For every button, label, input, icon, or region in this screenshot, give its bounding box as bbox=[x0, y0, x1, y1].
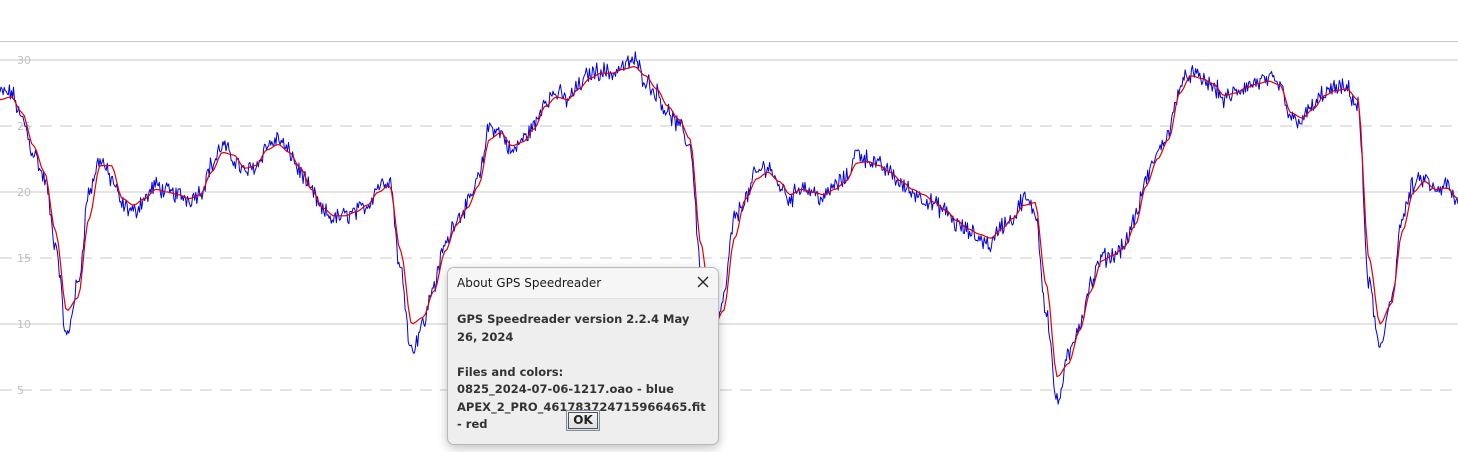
files-header: Files and colors: bbox=[457, 364, 564, 379]
file-entry-red: APEX_2_PRO_461783724715966465.fit - red bbox=[457, 399, 706, 432]
spacer bbox=[457, 346, 709, 364]
y-tick-label: 15 bbox=[17, 252, 31, 265]
about-dialog: About GPS Speedreader GPS Speedreader ve… bbox=[447, 267, 719, 445]
y-tick-label: 5 bbox=[17, 384, 24, 397]
ok-row: OK bbox=[448, 409, 718, 431]
dialog-titlebar[interactable]: About GPS Speedreader bbox=[448, 268, 718, 299]
y-tick-label: 30 bbox=[17, 54, 31, 67]
dialog-body: GPS Speedreader version 2.2.4 May 26, 20… bbox=[448, 299, 718, 434]
grid-layer bbox=[0, 41, 1458, 391]
y-tick-label: 10 bbox=[17, 318, 31, 331]
series-line-blue bbox=[0, 51, 1458, 405]
version-line: GPS Speedreader version 2.2.4 May 26, 20… bbox=[457, 312, 690, 344]
close-icon[interactable] bbox=[692, 271, 714, 293]
series-line-red bbox=[0, 66, 1458, 378]
file-entry-blue: 0825_2024-07-06-1217.oao - blue bbox=[457, 382, 674, 396]
dialog-title: About GPS Speedreader bbox=[457, 276, 602, 290]
y-tick-label: 20 bbox=[17, 186, 31, 199]
series-layer bbox=[0, 51, 1458, 405]
ok-button[interactable]: OK bbox=[566, 410, 600, 431]
